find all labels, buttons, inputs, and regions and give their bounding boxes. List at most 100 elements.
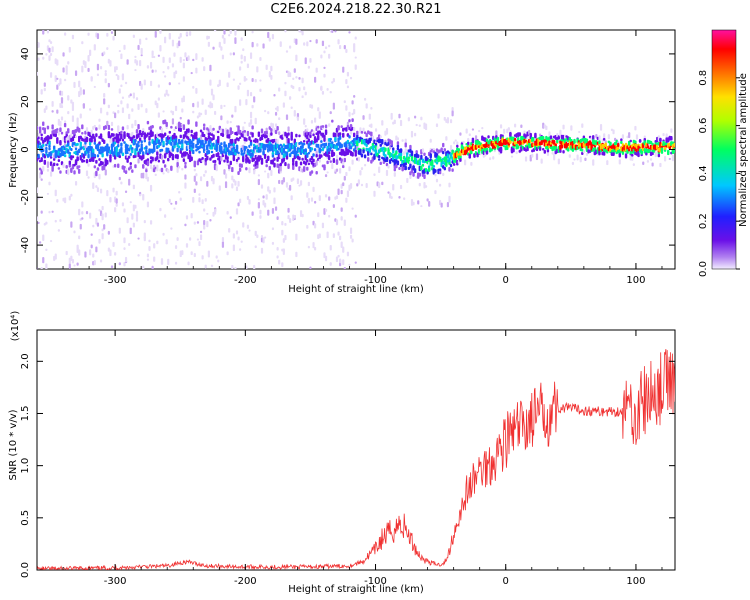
spectrogram-cell — [412, 171, 415, 177]
spectrogram-cell — [39, 241, 42, 244]
spectrogram-cell — [514, 123, 517, 128]
spectrogram-cell — [90, 129, 93, 136]
spectrogram-cell — [657, 153, 661, 158]
spectrogram-cell — [67, 110, 70, 115]
spectrogram-cell — [177, 145, 181, 149]
spectrogram-cell — [170, 141, 173, 146]
spectrogram-y-tick-label: -40 — [20, 237, 31, 253]
spectrogram-cell — [70, 168, 73, 174]
spectrogram-x-ticks: -300 -200 -100 0 100 — [36, 30, 663, 286]
spectrogram-cell — [467, 137, 470, 143]
spectrogram-cell — [151, 265, 154, 269]
spectrogram-cell — [112, 241, 115, 248]
spectrogram-cell — [345, 79, 348, 85]
spectrogram-cell — [403, 197, 406, 201]
spectrogram-cell — [153, 55, 156, 59]
spectrogram-cell — [120, 100, 123, 105]
spectrogram-cell — [432, 165, 436, 168]
spectrogram-cell — [293, 109, 296, 117]
spectrogram-cell — [67, 142, 70, 146]
spectrogram-cell — [95, 133, 98, 138]
spectrogram-cell — [296, 116, 300, 121]
spectrogram-cell — [673, 143, 675, 147]
spectrogram-cell — [59, 170, 62, 174]
spectrogram-cell — [195, 121, 198, 127]
spectrogram-cell — [237, 85, 240, 90]
spectrogram-cell — [310, 155, 314, 161]
spectrogram-cell — [256, 138, 259, 143]
spectrogram-cell — [353, 108, 356, 115]
spectrogram-cell — [229, 160, 232, 166]
spectrogram-cell — [415, 123, 418, 127]
spectrogram-cell — [249, 91, 253, 97]
spectrogram-cell — [67, 128, 70, 134]
spectrogram-cell — [582, 150, 585, 154]
spectrogram-cell — [65, 250, 68, 256]
spectrogram-cell — [343, 267, 346, 269]
spectrogram-cell — [43, 82, 46, 87]
spectrogram-cell — [70, 148, 73, 152]
spectrogram-cell — [159, 142, 162, 146]
spectrogram-cell — [99, 107, 103, 114]
spectrogram-cell — [54, 219, 57, 223]
spectrogram-cell — [223, 30, 226, 35]
spectrogram-cell — [335, 154, 339, 160]
spectrogram-cell — [368, 113, 371, 120]
spectrogram-cell — [207, 35, 210, 40]
spectrogram-cell — [279, 165, 282, 172]
spectrogram-cell — [234, 180, 237, 186]
spectrogram-cell — [56, 84, 59, 90]
spectrogram-cell — [331, 30, 334, 33]
spectrogram-cell — [307, 138, 311, 143]
spectrogram-cell — [81, 41, 84, 45]
spectrogram-cell — [370, 131, 373, 137]
spectrogram-cell — [359, 170, 362, 176]
spectrogram-cell — [137, 158, 140, 164]
spectrogram-cell — [120, 146, 123, 153]
spectrogram-cell — [231, 183, 234, 189]
spectrogram-cell — [162, 56, 165, 63]
spectrogram-cell — [49, 171, 53, 177]
spectrogram-cell — [307, 245, 310, 249]
spectrogram-cell — [234, 30, 237, 36]
spectrogram-cell — [203, 208, 206, 212]
spectrogram-cell — [396, 141, 400, 146]
spectrogram-cell — [95, 185, 98, 188]
spectrogram-cell — [40, 133, 43, 137]
spectrogram-cell — [306, 195, 309, 198]
spectrogram-cell — [81, 124, 84, 130]
spectrogram-cell — [165, 89, 168, 96]
spectrogram-cell — [123, 237, 126, 244]
spectrogram-cell — [271, 123, 275, 129]
spectrogram-cell — [82, 89, 85, 95]
spectrogram-cell — [399, 155, 403, 162]
spectrogram-cell — [435, 123, 439, 128]
spectrogram-cell — [446, 117, 450, 124]
spectrogram-cell — [246, 195, 250, 201]
spectrogram-cell — [193, 168, 196, 172]
spectrogram-cell — [89, 108, 92, 111]
spectrogram-cell — [385, 156, 389, 163]
spectrogram-cell — [231, 114, 234, 118]
spectrogram-x-tick-label: -200 — [234, 275, 257, 286]
spectrogram-cell — [271, 33, 275, 40]
spectrogram-cell — [177, 138, 181, 143]
spectrogram-cell — [318, 158, 321, 163]
spectrogram-cell — [87, 54, 90, 62]
spectrogram-cell — [90, 137, 93, 143]
spectrogram-cell — [140, 140, 143, 144]
spectrogram-cell — [426, 171, 429, 175]
spectrogram-cell — [64, 32, 67, 36]
spectrogram-cell — [285, 155, 289, 160]
spectrogram-cell — [187, 119, 190, 125]
spectrogram-cell — [251, 41, 254, 48]
spectrogram-cell — [96, 63, 100, 71]
spectrogram-cell — [253, 96, 256, 103]
spectrogram-cell — [279, 41, 282, 47]
spectrogram-cell — [49, 72, 53, 78]
spectrogram-cell — [206, 155, 209, 161]
spectrogram-cell — [148, 141, 151, 146]
spectrogram-cell — [52, 162, 56, 167]
spectrogram-cell — [217, 259, 220, 263]
spectrogram-cell — [326, 88, 329, 91]
